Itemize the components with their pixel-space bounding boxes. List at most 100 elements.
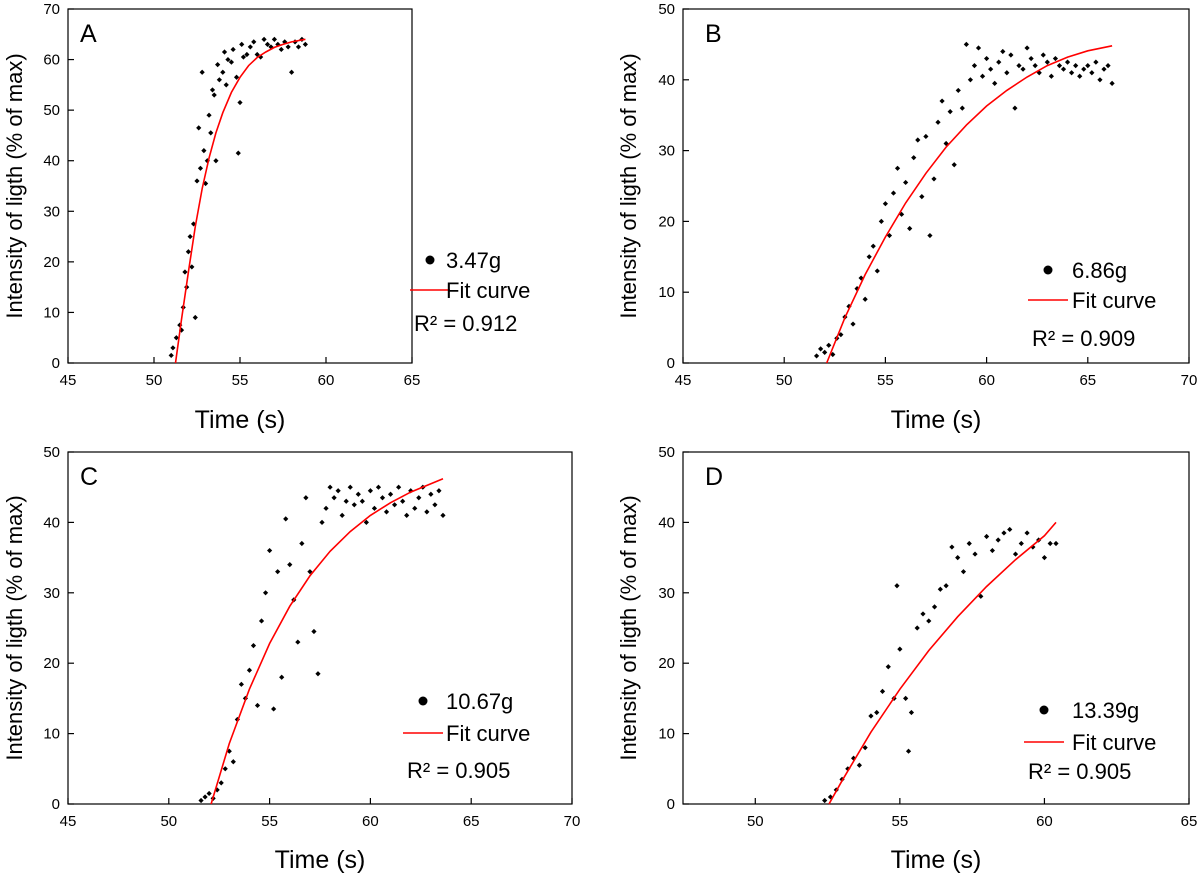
data-point xyxy=(989,547,995,554)
data-point xyxy=(240,54,247,60)
data-point xyxy=(279,674,285,680)
r-squared-annotation: R² = 0.905 xyxy=(1028,759,1131,784)
data-point xyxy=(966,540,972,547)
data-point xyxy=(383,509,390,515)
data-point xyxy=(206,790,212,797)
plot-frame xyxy=(67,8,413,364)
data-point xyxy=(882,201,888,207)
y-tick-label: 40 xyxy=(658,72,675,89)
legend-marker-dot xyxy=(418,696,428,706)
data-point xyxy=(173,335,179,341)
data-point xyxy=(862,296,868,302)
data-point xyxy=(230,46,236,53)
data-point xyxy=(327,484,333,490)
data-point xyxy=(278,46,284,53)
x-tick-label: 70 xyxy=(1181,372,1198,389)
data-point xyxy=(845,766,851,772)
y-tick-label: 30 xyxy=(43,585,60,602)
data-point xyxy=(1008,52,1014,58)
y-tick-label: 0 xyxy=(667,355,675,372)
data-point xyxy=(199,69,205,75)
data-point xyxy=(1007,526,1013,533)
data-point xyxy=(890,190,897,196)
data-point xyxy=(319,519,325,525)
x-tick-label: 45 xyxy=(675,372,692,389)
x-tick-label: 60 xyxy=(1036,813,1053,830)
data-point xyxy=(238,681,244,687)
fit-curve-line xyxy=(828,521,1057,805)
panel-label: B xyxy=(705,20,722,48)
y-tick-label: 10 xyxy=(43,304,60,321)
data-point xyxy=(315,671,321,677)
y-tick-label: 20 xyxy=(658,213,675,230)
legend-marker-dot xyxy=(425,255,435,265)
legend-label-fit: Fit curve xyxy=(1072,730,1156,755)
plot-frame xyxy=(67,451,573,805)
chart-panel-b: 45 50 55 60 65 70 0 10 20 30 40 50 Time (s) Intensity… xyxy=(616,1,1197,434)
y-tick-label: 20 xyxy=(658,655,675,672)
x-tick-label: 50 xyxy=(776,372,793,389)
y-tick-label: 50 xyxy=(658,1,675,18)
data-point xyxy=(935,119,941,125)
chart-panel-d: 50 55 60 65 0 10 20 30 40 50 Time (s) Intensity of … xyxy=(616,444,1197,874)
data-point xyxy=(424,509,430,515)
data-point xyxy=(914,625,920,631)
data-point xyxy=(202,794,208,800)
data-point xyxy=(879,688,886,694)
x-axis-title: Time (s) xyxy=(275,846,366,874)
x-tick-label: 65 xyxy=(1181,813,1198,830)
data-point xyxy=(215,62,221,68)
data-point xyxy=(939,98,945,104)
data-point xyxy=(854,286,860,292)
data-point xyxy=(225,56,231,63)
data-point xyxy=(339,512,345,518)
x-axis-title: Time (s) xyxy=(195,406,286,434)
data-point xyxy=(874,709,880,716)
x-tick-label: 60 xyxy=(362,813,379,830)
data-point xyxy=(275,41,281,47)
x-tick-label: 65 xyxy=(463,813,480,830)
data-point xyxy=(1081,66,1087,72)
legend-label-sample: 13.39g xyxy=(1072,698,1139,723)
legend-label-sample: 6.86g xyxy=(1072,258,1127,283)
data-point xyxy=(886,232,893,239)
plot-frame xyxy=(682,8,1190,364)
data-point xyxy=(436,488,442,494)
data-point xyxy=(258,618,265,624)
data-point xyxy=(371,505,378,511)
fit-curve-line xyxy=(825,45,1113,364)
y-tick-label: 10 xyxy=(658,726,675,743)
data-point xyxy=(244,51,250,58)
data-point xyxy=(258,54,264,60)
data-point xyxy=(885,664,891,670)
data-point xyxy=(905,748,912,754)
data-point xyxy=(1024,530,1030,536)
data-point xyxy=(967,77,974,83)
data-point xyxy=(237,99,243,106)
y-tick-label: 10 xyxy=(658,284,675,301)
data-point xyxy=(391,502,398,508)
data-point xyxy=(428,491,434,497)
data-point xyxy=(264,41,271,47)
x-tick-label: 55 xyxy=(232,372,249,389)
x-tick-label: 60 xyxy=(318,372,335,389)
data-point xyxy=(911,155,917,161)
data-point xyxy=(850,755,857,761)
x-tick-label: 45 xyxy=(60,813,77,830)
x-tick-label: 50 xyxy=(146,372,163,389)
y-tick-label: 0 xyxy=(52,355,60,372)
data-point xyxy=(975,45,982,51)
data-point xyxy=(367,488,373,494)
x-tick-label: 50 xyxy=(747,813,764,830)
y-axis-title: Intensity of ligth (% of max) xyxy=(2,53,27,318)
data-point xyxy=(347,484,353,490)
data-point xyxy=(187,233,193,240)
data-point xyxy=(963,41,969,47)
data-point xyxy=(251,39,257,45)
legend-label-sample: 10.67g xyxy=(446,689,513,714)
panel-label: D xyxy=(705,463,723,491)
data-point xyxy=(818,346,824,352)
legend-label-fit: Fit curve xyxy=(446,721,530,746)
data-point xyxy=(404,512,410,518)
data-point xyxy=(1069,70,1075,76)
